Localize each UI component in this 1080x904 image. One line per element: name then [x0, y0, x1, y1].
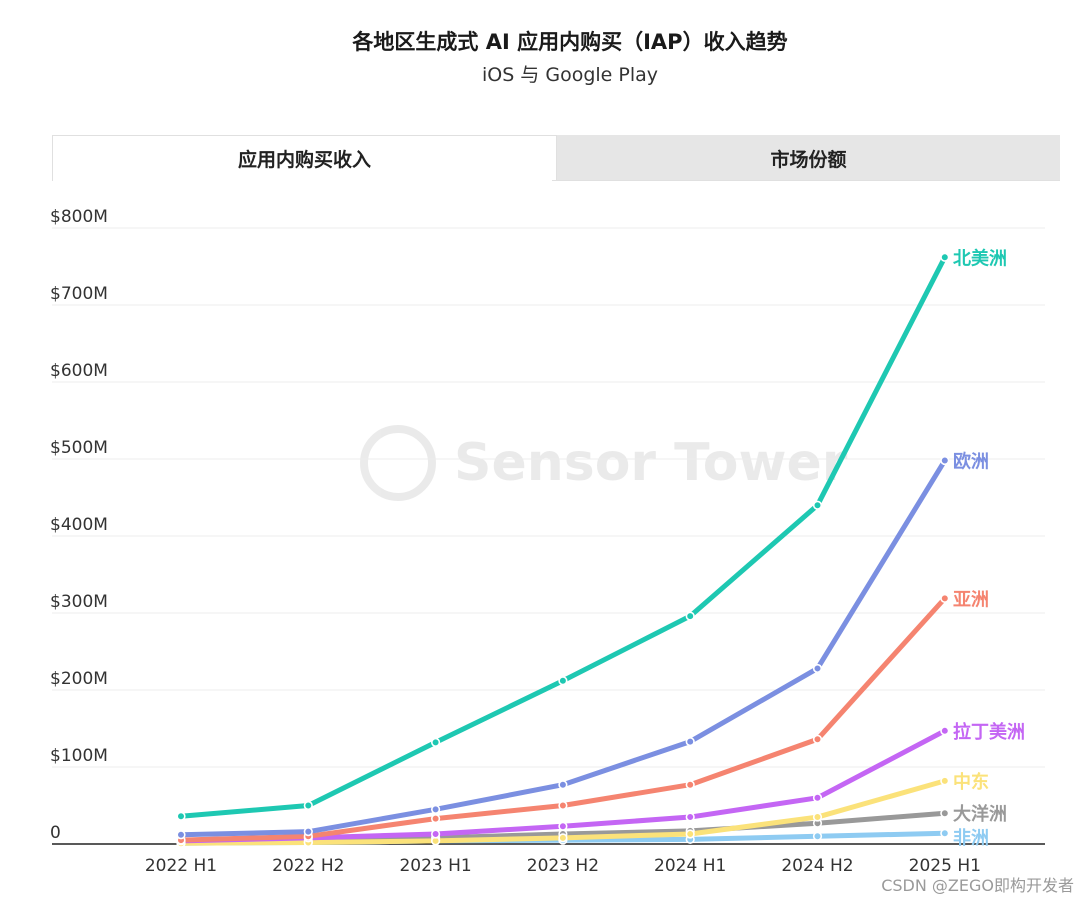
- data-point: [685, 780, 695, 790]
- series-end-label: 大洋洲: [953, 803, 1007, 825]
- data-point: [940, 828, 950, 838]
- series-end-label: 北美洲: [953, 247, 1007, 269]
- x-tick-label: 2023 H2: [527, 856, 599, 876]
- data-point: [812, 663, 823, 674]
- y-tick-label: $100M: [50, 746, 108, 766]
- series-end-label: 欧洲: [953, 451, 989, 473]
- chart-title: 各地区生成式 AI 应用内购买（IAP）收入趋势: [352, 30, 788, 54]
- series-line: [178, 254, 948, 819]
- x-tick-label: 2024 H2: [781, 856, 853, 876]
- x-tick-label: 2023 H1: [399, 856, 471, 876]
- data-point: [685, 812, 695, 822]
- data-point: [558, 676, 568, 686]
- data-point: [940, 776, 950, 786]
- y-tick-label: $500M: [50, 438, 108, 458]
- data-point: [940, 455, 950, 466]
- data-point: [558, 821, 568, 831]
- data-point: [303, 800, 313, 811]
- y-tick-label: $300M: [50, 592, 108, 612]
- x-tick-label: 2022 H2: [272, 856, 344, 876]
- data-point: [176, 830, 186, 840]
- y-tick-label: 0: [50, 823, 61, 843]
- data-point: [812, 831, 823, 841]
- y-tick-label: $800M: [50, 207, 108, 227]
- y-tick-label: $600M: [50, 361, 108, 381]
- data-point: [176, 811, 186, 821]
- data-point: [812, 500, 823, 510]
- data-point: [940, 593, 950, 603]
- x-tick-label: 2024 H1: [654, 856, 726, 876]
- watermark: Sensor Tower: [360, 425, 847, 501]
- data-point: [940, 808, 950, 818]
- watermark-text: Sensor Tower: [454, 433, 848, 493]
- tab-iap-revenue[interactable]: 应用内购买收入: [52, 135, 557, 181]
- watermark-logo-icon: [360, 425, 436, 501]
- source-credit: CSDN @ZEGO即构开发者: [881, 876, 1074, 895]
- data-point: [431, 804, 441, 814]
- data-point: [303, 827, 313, 837]
- data-point: [431, 737, 441, 747]
- x-tick-label: 2022 H1: [145, 856, 217, 876]
- data-point: [685, 829, 695, 839]
- data-point: [940, 252, 950, 262]
- data-point: [812, 734, 823, 744]
- data-point: [558, 833, 568, 843]
- data-point: [431, 813, 441, 824]
- y-tick-label: $700M: [50, 284, 108, 304]
- chart-subtitle: iOS 与 Google Play: [481, 64, 659, 86]
- series-end-label: 拉丁美洲: [953, 721, 1025, 743]
- data-point: [685, 611, 695, 621]
- series-end-label: 亚洲: [953, 589, 989, 610]
- data-point: [431, 829, 441, 839]
- x-tick-label: 2025 H1: [909, 856, 981, 876]
- data-point: [812, 793, 823, 803]
- tab-bar: 应用内购买收入 市场份额: [52, 135, 1060, 181]
- tab-divider: [552, 180, 1060, 181]
- series-end-label: 中东: [953, 771, 989, 793]
- data-point: [558, 800, 568, 811]
- data-point: [812, 812, 823, 822]
- series-end-label: 非洲: [953, 827, 989, 849]
- data-point: [558, 780, 568, 790]
- data-point: [940, 726, 950, 736]
- tab-market-share[interactable]: 市场份额: [557, 135, 1060, 181]
- y-tick-label: $200M: [50, 669, 108, 689]
- data-point: [685, 736, 695, 747]
- series-line: [178, 458, 948, 838]
- y-tick-label: $400M: [50, 515, 108, 535]
